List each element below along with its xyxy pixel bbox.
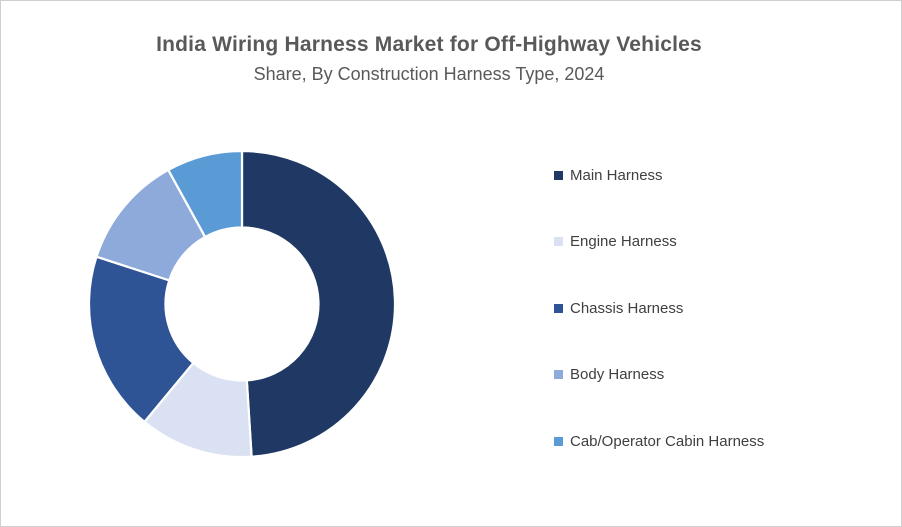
legend-label: Engine Harness — [570, 233, 677, 250]
legend-swatch-icon — [554, 370, 563, 379]
legend-item-body-harness: Body Harness — [554, 365, 764, 385]
chart-subtitle: Share, By Construction Harness Type, 202… — [253, 64, 605, 85]
legend-item-cab-operator-cabin-harness: Cab/Operator Cabin Harness — [554, 431, 764, 451]
donut-slice-2 — [87, 255, 195, 423]
legend-label: Chassis Harness — [570, 299, 684, 317]
legend-item-main-harness: Main Harness — [554, 165, 764, 185]
donut-svg — [87, 149, 397, 459]
legend-label: Main Harness — [570, 166, 663, 184]
legend: Main Harness Engine Harness Chassis Harn… — [554, 165, 764, 451]
legend-label: Body Harness — [570, 366, 665, 383]
legend-swatch-icon — [554, 170, 563, 180]
donut-chart — [86, 148, 398, 460]
legend-item-engine-harness: Engine Harness — [554, 232, 764, 252]
chart-header: India Wiring Harness Market for Off-High… — [1, 32, 857, 86]
chart-title: India Wiring Harness Market for Off-High… — [156, 33, 702, 56]
donut-slice-0 — [240, 149, 397, 458]
legend-swatch-icon — [554, 303, 563, 313]
legend-item-chassis-harness: Chassis Harness — [554, 298, 764, 318]
legend-label: Cab/Operator Cabin Harness — [570, 432, 765, 450]
donut-slice-4 — [167, 149, 244, 239]
legend-swatch-icon — [554, 436, 563, 446]
legend-swatch-icon — [554, 237, 563, 246]
